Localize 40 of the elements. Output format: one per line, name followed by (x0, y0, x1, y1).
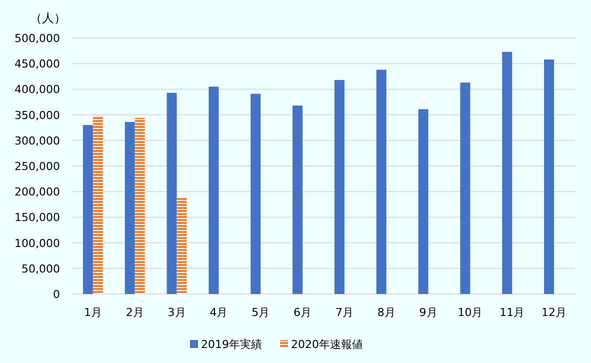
y-tick-label: 0 (53, 288, 60, 301)
x-tick-label: 2月 (126, 306, 144, 319)
x-tick-label: 11月 (500, 306, 525, 319)
y-tick-label: 300,000 (14, 134, 60, 148)
bar (124, 122, 135, 294)
bar (376, 70, 386, 294)
x-tick-label: 10月 (458, 306, 483, 319)
bar (334, 80, 344, 294)
x-tick-label: 12月 (542, 306, 567, 319)
bar (502, 52, 512, 294)
bar (166, 92, 177, 294)
y-tick-label: 200,000 (14, 186, 60, 199)
bar (92, 116, 103, 294)
x-tick-label: 8月 (377, 306, 396, 319)
y-tick-label: 250,000 (14, 160, 60, 173)
bar (292, 106, 303, 294)
y-tick-label: 100,000 (14, 236, 60, 250)
bar (134, 118, 145, 294)
legend-label: 2019年実績 (201, 338, 262, 351)
bar (208, 86, 219, 294)
x-tick-label: 9月 (419, 306, 438, 319)
x-tick-label: 7月 (335, 306, 354, 319)
x-tick-label: 6月 (294, 306, 312, 319)
bar (418, 109, 428, 294)
y-axis-title: （人） (30, 11, 66, 25)
y-tick-label: 400,000 (14, 83, 60, 96)
y-tick-label: 350,000 (14, 108, 60, 122)
x-tick-label: 3月 (168, 306, 186, 319)
y-tick-label: 50,000 (22, 262, 60, 276)
bar (176, 198, 187, 294)
y-tick-label: 500,000 (14, 32, 60, 45)
x-tick-label: 1月 (84, 306, 102, 319)
y-tick-label: 450,000 (14, 58, 60, 71)
bar (82, 125, 93, 294)
x-tick-label: 4月 (210, 306, 228, 319)
bar (250, 94, 261, 294)
x-tick-label: 5月 (252, 306, 270, 319)
bar (544, 60, 554, 294)
bar (460, 82, 470, 294)
y-tick-label: 150,000 (14, 211, 60, 224)
